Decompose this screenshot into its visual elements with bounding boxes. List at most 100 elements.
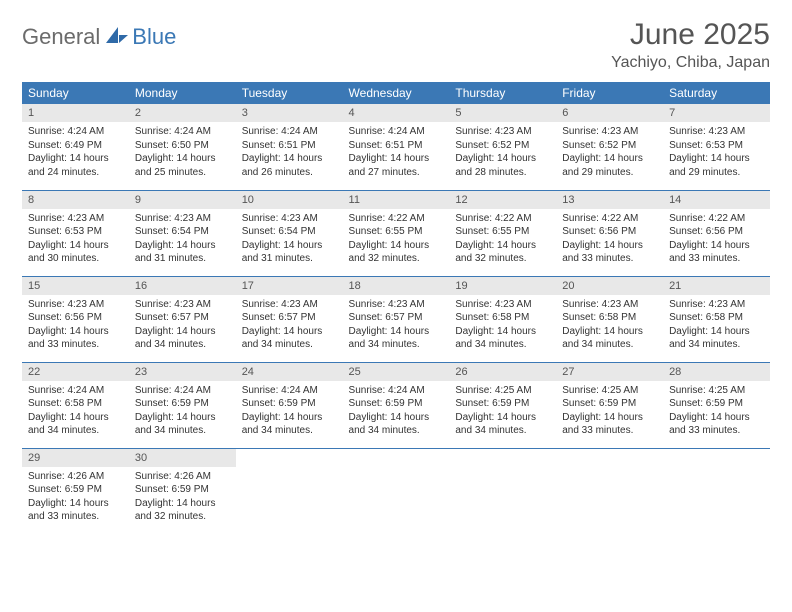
daylight-line: Daylight: 14 hours and 32 minutes. <box>349 239 444 266</box>
weekday-header: Saturday <box>663 82 770 104</box>
header-row: General Blue June 2025 Yachiyo, Chiba, J… <box>22 18 770 72</box>
sunrise-line: Sunrise: 4:26 AM <box>135 470 230 484</box>
day-body: Sunrise: 4:24 AMSunset: 6:51 PMDaylight:… <box>343 122 450 185</box>
day-body: Sunrise: 4:24 AMSunset: 6:50 PMDaylight:… <box>129 122 236 185</box>
brand-part2: Blue <box>132 24 176 50</box>
day-number: 1 <box>22 104 129 122</box>
calendar-cell <box>343 448 450 534</box>
sunrise-line: Sunrise: 4:24 AM <box>349 384 444 398</box>
sunset-line: Sunset: 6:59 PM <box>135 397 230 411</box>
day-number: 17 <box>236 277 343 295</box>
day-body: Sunrise: 4:25 AMSunset: 6:59 PMDaylight:… <box>663 381 770 444</box>
calendar-cell: 13Sunrise: 4:22 AMSunset: 6:56 PMDayligh… <box>556 190 663 276</box>
day-body: Sunrise: 4:24 AMSunset: 6:59 PMDaylight:… <box>236 381 343 444</box>
day-number: 23 <box>129 363 236 381</box>
day-body: Sunrise: 4:26 AMSunset: 6:59 PMDaylight:… <box>129 467 236 530</box>
day-body: Sunrise: 4:23 AMSunset: 6:57 PMDaylight:… <box>343 295 450 358</box>
sunset-line: Sunset: 6:54 PM <box>135 225 230 239</box>
day-number: 2 <box>129 104 236 122</box>
day-number: 18 <box>343 277 450 295</box>
daylight-line: Daylight: 14 hours and 25 minutes. <box>135 152 230 179</box>
sunrise-line: Sunrise: 4:23 AM <box>562 298 657 312</box>
day-number: 25 <box>343 363 450 381</box>
calendar-row: 22Sunrise: 4:24 AMSunset: 6:58 PMDayligh… <box>22 362 770 448</box>
sunrise-line: Sunrise: 4:23 AM <box>669 298 764 312</box>
sunset-line: Sunset: 6:59 PM <box>135 483 230 497</box>
sunset-line: Sunset: 6:55 PM <box>349 225 444 239</box>
location-text: Yachiyo, Chiba, Japan <box>611 54 770 72</box>
sunset-line: Sunset: 6:56 PM <box>28 311 123 325</box>
daylight-line: Daylight: 14 hours and 33 minutes. <box>28 497 123 524</box>
calendar-cell: 16Sunrise: 4:23 AMSunset: 6:57 PMDayligh… <box>129 276 236 362</box>
sunrise-line: Sunrise: 4:24 AM <box>242 384 337 398</box>
day-body: Sunrise: 4:24 AMSunset: 6:59 PMDaylight:… <box>129 381 236 444</box>
calendar-table: Sunday Monday Tuesday Wednesday Thursday… <box>22 82 770 534</box>
sunset-line: Sunset: 6:58 PM <box>28 397 123 411</box>
sunset-line: Sunset: 6:51 PM <box>242 139 337 153</box>
sunset-line: Sunset: 6:58 PM <box>562 311 657 325</box>
sunset-line: Sunset: 6:59 PM <box>242 397 337 411</box>
daylight-line: Daylight: 14 hours and 26 minutes. <box>242 152 337 179</box>
calendar-cell: 26Sunrise: 4:25 AMSunset: 6:59 PMDayligh… <box>449 362 556 448</box>
daylight-line: Daylight: 14 hours and 29 minutes. <box>562 152 657 179</box>
sunset-line: Sunset: 6:52 PM <box>562 139 657 153</box>
brand-part1: General <box>22 24 100 50</box>
daylight-line: Daylight: 14 hours and 34 minutes. <box>669 325 764 352</box>
day-body: Sunrise: 4:26 AMSunset: 6:59 PMDaylight:… <box>22 467 129 530</box>
page-title: June 2025 <box>611 18 770 52</box>
day-body: Sunrise: 4:22 AMSunset: 6:56 PMDaylight:… <box>663 209 770 272</box>
calendar-cell: 17Sunrise: 4:23 AMSunset: 6:57 PMDayligh… <box>236 276 343 362</box>
day-number: 29 <box>22 449 129 467</box>
daylight-line: Daylight: 14 hours and 30 minutes. <box>28 239 123 266</box>
calendar-cell: 22Sunrise: 4:24 AMSunset: 6:58 PMDayligh… <box>22 362 129 448</box>
weekday-header: Friday <box>556 82 663 104</box>
daylight-line: Daylight: 14 hours and 32 minutes. <box>455 239 550 266</box>
sunset-line: Sunset: 6:51 PM <box>349 139 444 153</box>
calendar-row: 8Sunrise: 4:23 AMSunset: 6:53 PMDaylight… <box>22 190 770 276</box>
daylight-line: Daylight: 14 hours and 27 minutes. <box>349 152 444 179</box>
sunrise-line: Sunrise: 4:22 AM <box>562 212 657 226</box>
sunrise-line: Sunrise: 4:24 AM <box>28 125 123 139</box>
day-number: 21 <box>663 277 770 295</box>
sunrise-line: Sunrise: 4:23 AM <box>242 298 337 312</box>
weekday-header: Thursday <box>449 82 556 104</box>
calendar-cell <box>556 448 663 534</box>
sunset-line: Sunset: 6:50 PM <box>135 139 230 153</box>
calendar-cell <box>449 448 556 534</box>
day-number: 12 <box>449 191 556 209</box>
day-body: Sunrise: 4:25 AMSunset: 6:59 PMDaylight:… <box>556 381 663 444</box>
day-number: 7 <box>663 104 770 122</box>
sunrise-line: Sunrise: 4:25 AM <box>562 384 657 398</box>
sunset-line: Sunset: 6:57 PM <box>349 311 444 325</box>
daylight-line: Daylight: 14 hours and 34 minutes. <box>349 411 444 438</box>
calendar-cell: 10Sunrise: 4:23 AMSunset: 6:54 PMDayligh… <box>236 190 343 276</box>
calendar-cell: 30Sunrise: 4:26 AMSunset: 6:59 PMDayligh… <box>129 448 236 534</box>
day-body: Sunrise: 4:23 AMSunset: 6:58 PMDaylight:… <box>449 295 556 358</box>
sunrise-line: Sunrise: 4:23 AM <box>669 125 764 139</box>
sunrise-line: Sunrise: 4:22 AM <box>349 212 444 226</box>
day-body: Sunrise: 4:23 AMSunset: 6:58 PMDaylight:… <box>556 295 663 358</box>
daylight-line: Daylight: 14 hours and 31 minutes. <box>242 239 337 266</box>
calendar-cell: 2Sunrise: 4:24 AMSunset: 6:50 PMDaylight… <box>129 104 236 190</box>
day-body: Sunrise: 4:23 AMSunset: 6:52 PMDaylight:… <box>449 122 556 185</box>
sunset-line: Sunset: 6:53 PM <box>28 225 123 239</box>
sunset-line: Sunset: 6:52 PM <box>455 139 550 153</box>
calendar-cell: 18Sunrise: 4:23 AMSunset: 6:57 PMDayligh… <box>343 276 450 362</box>
calendar-row: 1Sunrise: 4:24 AMSunset: 6:49 PMDaylight… <box>22 104 770 190</box>
sunrise-line: Sunrise: 4:25 AM <box>669 384 764 398</box>
sunrise-line: Sunrise: 4:23 AM <box>135 212 230 226</box>
day-body: Sunrise: 4:23 AMSunset: 6:58 PMDaylight:… <box>663 295 770 358</box>
sunset-line: Sunset: 6:58 PM <box>669 311 764 325</box>
daylight-line: Daylight: 14 hours and 29 minutes. <box>669 152 764 179</box>
daylight-line: Daylight: 14 hours and 34 minutes. <box>135 411 230 438</box>
day-body: Sunrise: 4:23 AMSunset: 6:53 PMDaylight:… <box>663 122 770 185</box>
sunrise-line: Sunrise: 4:24 AM <box>135 125 230 139</box>
sunrise-line: Sunrise: 4:24 AM <box>28 384 123 398</box>
title-block: June 2025 Yachiyo, Chiba, Japan <box>611 18 770 72</box>
calendar-cell: 29Sunrise: 4:26 AMSunset: 6:59 PMDayligh… <box>22 448 129 534</box>
day-body: Sunrise: 4:22 AMSunset: 6:55 PMDaylight:… <box>449 209 556 272</box>
calendar-cell: 27Sunrise: 4:25 AMSunset: 6:59 PMDayligh… <box>556 362 663 448</box>
sunset-line: Sunset: 6:56 PM <box>562 225 657 239</box>
daylight-line: Daylight: 14 hours and 31 minutes. <box>135 239 230 266</box>
calendar-row: 15Sunrise: 4:23 AMSunset: 6:56 PMDayligh… <box>22 276 770 362</box>
